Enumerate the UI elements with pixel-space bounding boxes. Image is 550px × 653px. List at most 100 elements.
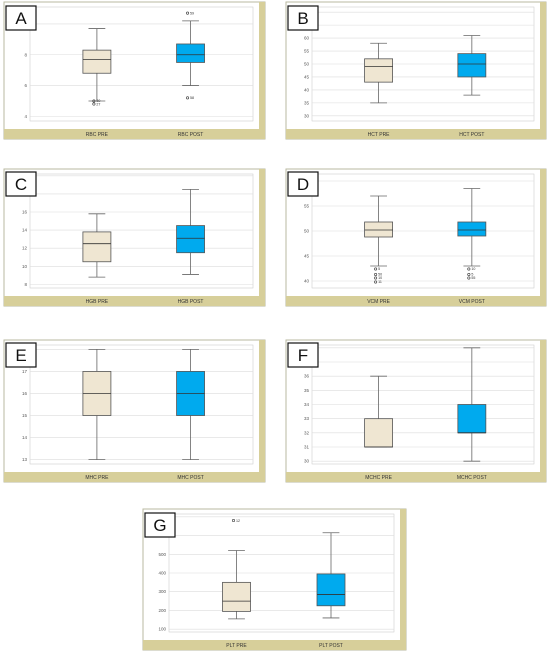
panel-letter-box — [5, 5, 37, 31]
y-tick-label: 14 — [22, 435, 28, 440]
panel-letter-box — [287, 5, 319, 31]
y-tick-label: 300 — [158, 589, 166, 594]
x-category-label: MHC PRE — [85, 475, 109, 481]
axis-strip — [286, 129, 546, 139]
x-category-label: RBC PRE — [86, 132, 109, 138]
panel-letter: E — [15, 346, 26, 365]
y-tick-label: 16 — [22, 391, 28, 396]
y-tick-label: 45 — [304, 74, 310, 79]
panel-letter: A — [15, 9, 27, 28]
axis-strip — [143, 640, 406, 650]
iqr-box — [82, 49, 112, 74]
y-tick-label: 17 — [22, 369, 28, 374]
y-tick-label: 13 — [22, 457, 28, 462]
y-tick-label: 8 — [24, 52, 27, 57]
panel-letter: C — [15, 175, 27, 194]
y-tick-label: 36 — [304, 374, 310, 379]
right-strip — [259, 2, 265, 139]
iqr-box — [316, 573, 346, 607]
outlier-label: 10 — [471, 267, 475, 271]
box-post — [176, 349, 205, 460]
y-tick-label: 12 — [22, 246, 28, 251]
y-tick-label: 60 — [304, 36, 310, 41]
y-tick-label: 50 — [304, 62, 310, 67]
x-category-label: HGB POST — [178, 299, 204, 305]
box-post — [176, 188, 205, 275]
y-tick-label: 35 — [304, 100, 310, 105]
y-tick-label: 10 — [22, 264, 28, 269]
box-pre — [364, 375, 394, 448]
right-strip — [540, 340, 546, 482]
axis-strip — [4, 296, 265, 306]
y-tick-label: 200 — [158, 608, 166, 613]
y-tick-label: 100 — [158, 627, 166, 632]
outlier-point — [92, 99, 96, 103]
x-category-label: HCT PRE — [368, 132, 391, 138]
panel-letter-box — [5, 171, 37, 197]
panel-letter: D — [297, 175, 309, 194]
y-tick-label: 4 — [24, 114, 27, 119]
box-post: 59 58 — [176, 11, 205, 100]
panel-letter: F — [298, 346, 308, 365]
iqr-box — [82, 231, 112, 263]
y-tick-label: 8 — [24, 282, 27, 287]
panel-letter-box — [5, 342, 37, 368]
y-tick-label: 55 — [304, 49, 310, 54]
outlier-point — [467, 276, 471, 280]
right-strip — [259, 340, 265, 482]
outlier-point — [374, 267, 378, 271]
x-category-label: RBC POST — [178, 132, 204, 138]
x-category-label: MCHC POST — [457, 475, 487, 481]
axis-strip — [4, 129, 265, 139]
panel-letter-box — [144, 512, 176, 538]
x-category-label: PLT POST — [319, 643, 343, 649]
outlier-point — [92, 102, 96, 106]
axis-strip — [286, 296, 546, 306]
plot-area — [29, 173, 254, 289]
y-tick-label: 16 — [22, 210, 28, 215]
right-strip — [259, 169, 265, 306]
right-strip — [540, 2, 546, 139]
y-tick-label: 30 — [304, 459, 310, 464]
plot-area — [29, 6, 254, 122]
box-post — [457, 35, 487, 96]
y-tick-label: 400 — [158, 571, 166, 576]
outlier-label: 50 — [378, 273, 382, 277]
iqr-box — [457, 404, 487, 434]
iqr-box — [364, 58, 394, 83]
x-category-label: HCT POST — [459, 132, 484, 138]
right-strip — [540, 169, 546, 306]
y-tick-label: 6 — [24, 83, 27, 88]
x-category-label: PLT PRE — [226, 643, 247, 649]
axis-strip — [4, 472, 265, 482]
y-tick-label: 31 — [304, 445, 310, 450]
outlier-label: 59 — [190, 11, 194, 15]
outlier-point — [186, 96, 190, 100]
y-tick-label: 15 — [22, 413, 28, 418]
y-tick-label: 40 — [304, 279, 310, 284]
outlier-point — [467, 267, 471, 271]
box-pre — [82, 349, 112, 460]
x-category-label: MHC POST — [177, 475, 203, 481]
y-tick-label: 50 — [304, 229, 310, 234]
iqr-box — [457, 221, 487, 237]
outlier-point — [186, 11, 190, 15]
iqr-box — [176, 225, 205, 254]
iqr-box — [457, 53, 487, 78]
box-post: 10 555 — [457, 188, 487, 280]
y-tick-label: 14 — [22, 228, 28, 233]
outlier-label: 11 — [378, 280, 382, 284]
y-tick-label: 34 — [304, 402, 310, 407]
plot-area — [29, 344, 254, 465]
outlier-point — [374, 272, 378, 276]
outlier-label: 5 — [378, 267, 380, 271]
